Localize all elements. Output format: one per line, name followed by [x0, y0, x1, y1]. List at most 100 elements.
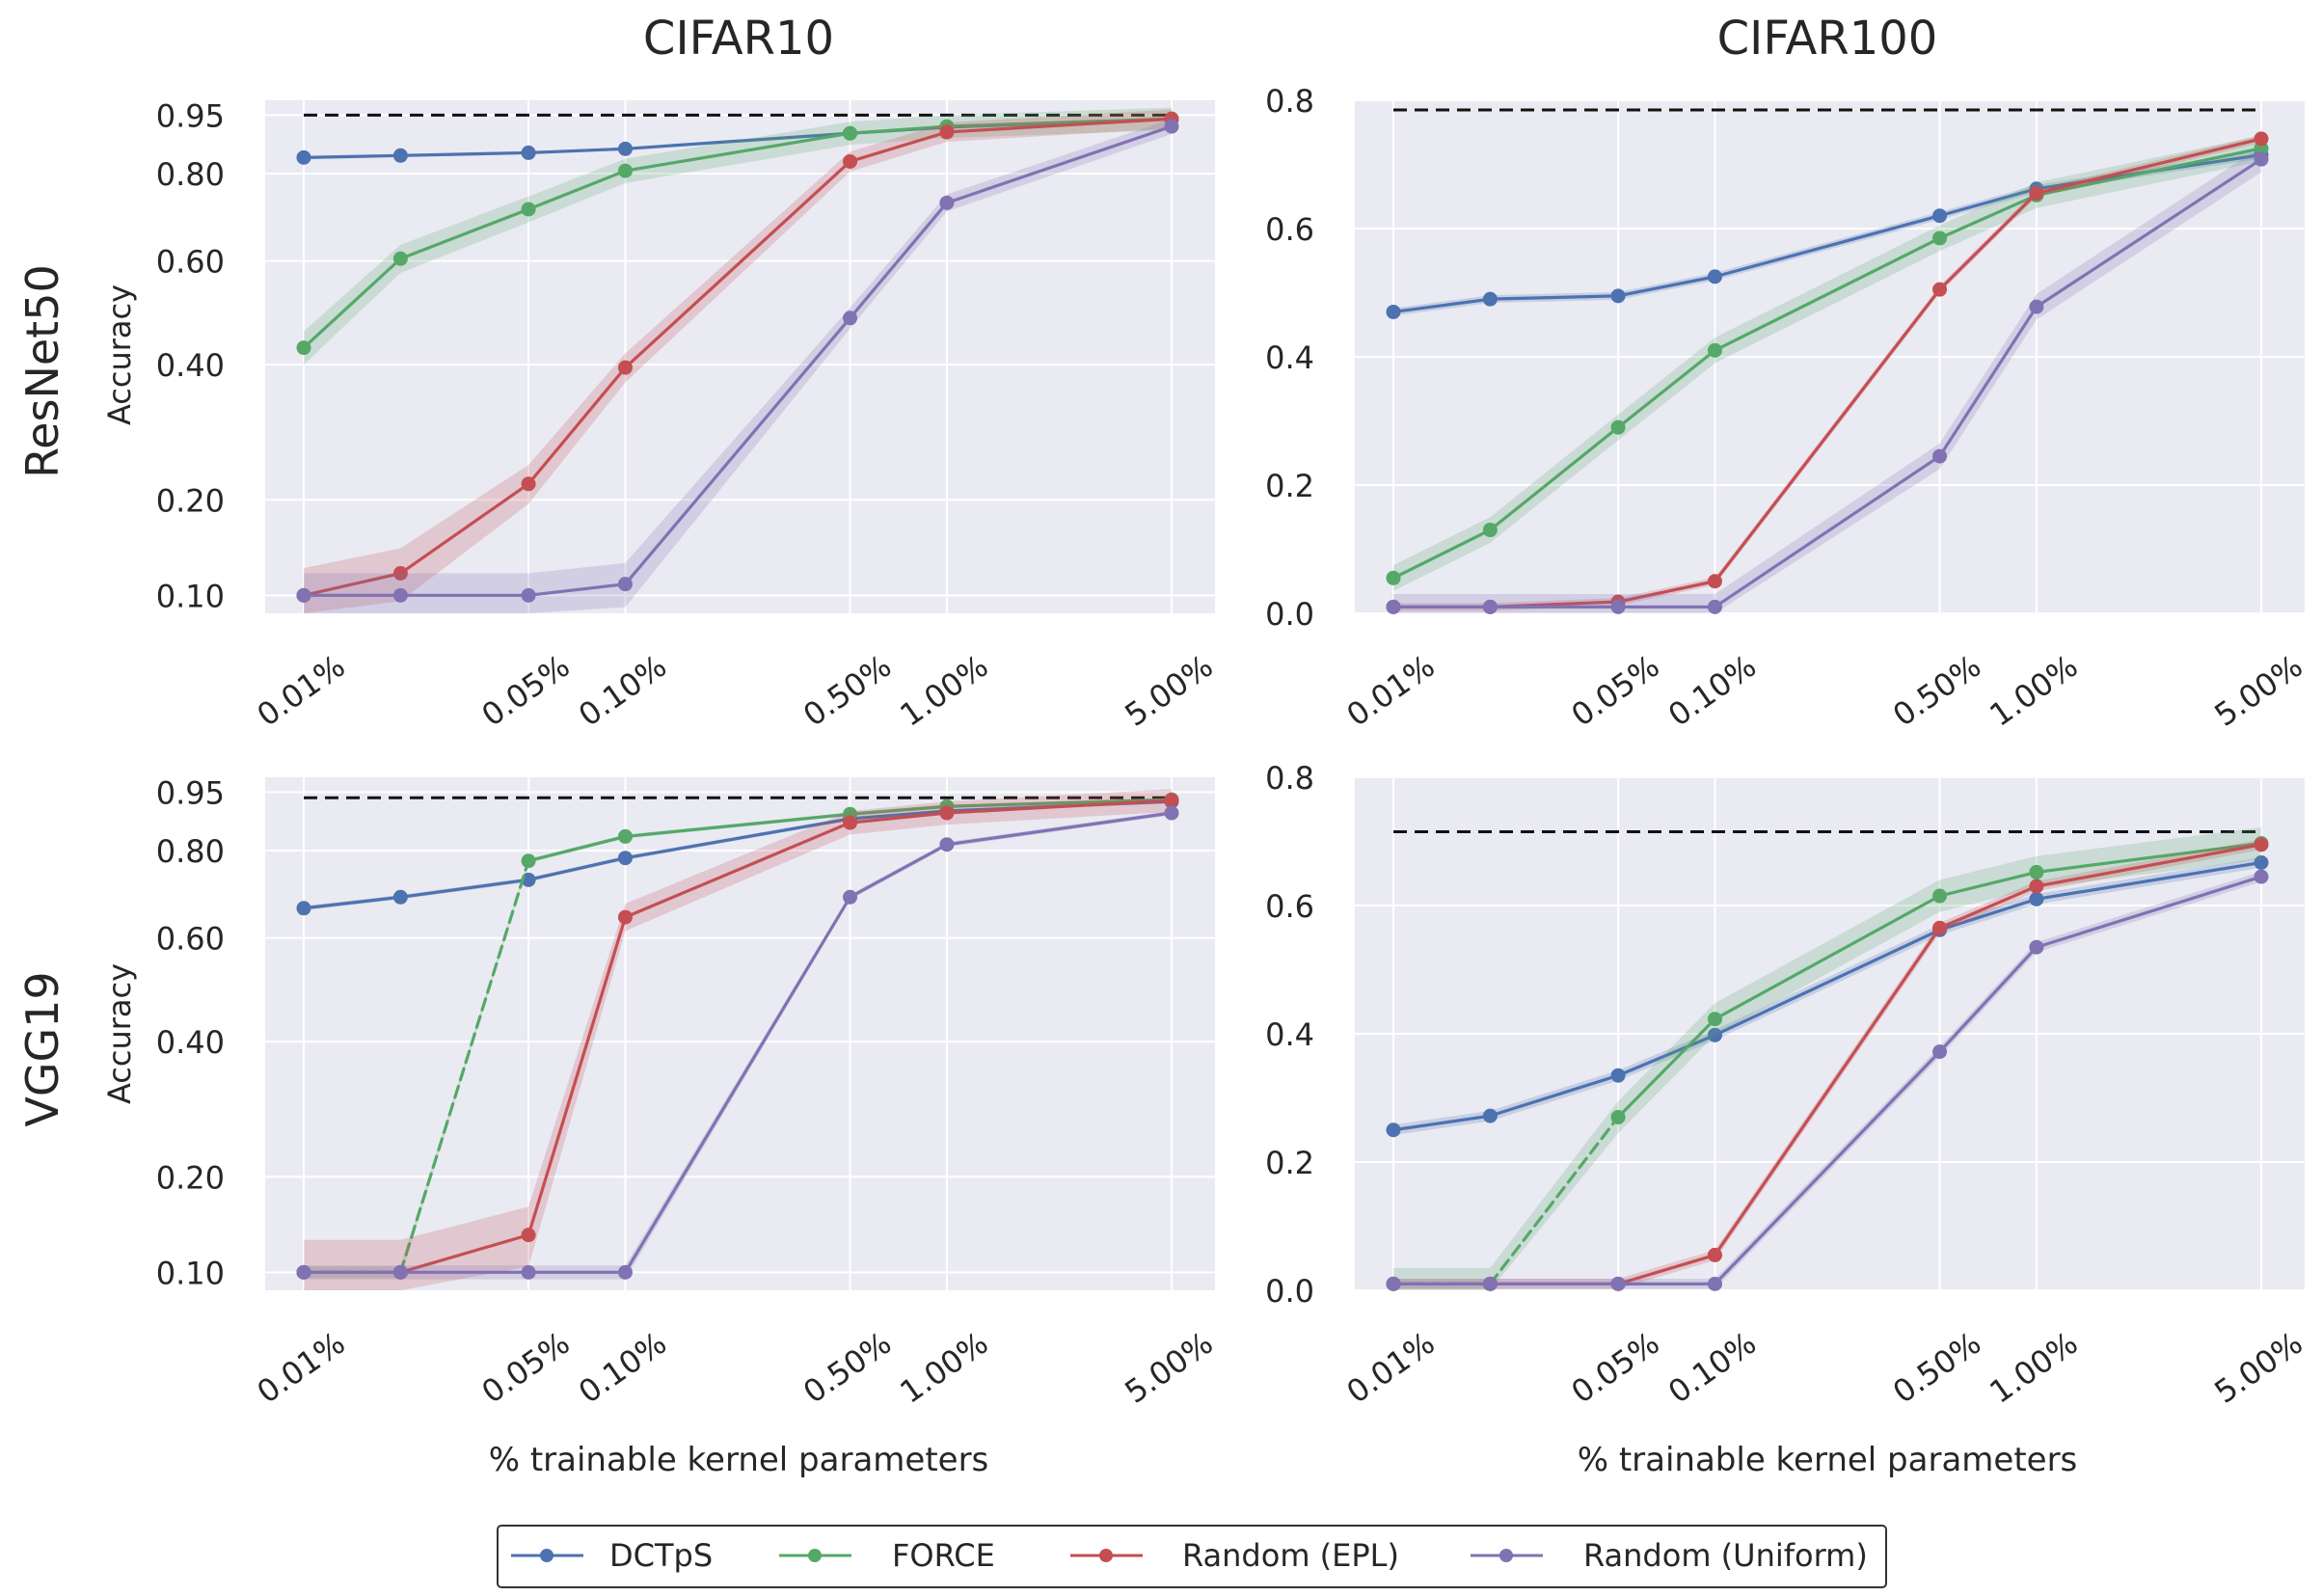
line-segment-dctps [526, 147, 628, 155]
line-segment-random-epl [398, 482, 530, 576]
line-segment-random-epl [526, 365, 628, 486]
point-force [1610, 1109, 1626, 1124]
point-random-epl [1707, 574, 1722, 589]
point-random-epl [1164, 793, 1179, 808]
legend: DCTpS FORCE Random (EPL) Random (Uniform… [497, 1525, 1887, 1588]
y-tick-label: 0.6 [1265, 888, 1314, 925]
y-tick-label: 0.95 [156, 774, 225, 811]
line-segment-dctps [302, 895, 402, 910]
y-tick-label: 0.95 [156, 97, 225, 134]
legend-entry-force: FORCE [779, 1537, 995, 1574]
legend-marker-random-uniform [1499, 1549, 1513, 1562]
point-random-uniform [2029, 939, 2044, 955]
x-tick-label: 5.00% [2208, 1324, 2309, 1410]
line-segment-dctps [623, 817, 852, 860]
point-random-epl [843, 153, 858, 169]
x-tick-label: 0.10% [1661, 647, 1763, 733]
point-random-uniform [843, 311, 858, 326]
line-segment-random-epl [526, 915, 628, 1237]
line-segment-force [1488, 1115, 1620, 1285]
line-segment-random-uniform [526, 582, 628, 597]
y-tick-label: 0.2 [1265, 1145, 1314, 1181]
line-segment-dctps [1937, 897, 2038, 932]
legend-marker-dctps [540, 1549, 554, 1562]
point-random-epl [2254, 837, 2269, 852]
point-random-epl [617, 909, 633, 925]
line-segment-random-epl [848, 130, 949, 164]
line-segment-dctps [1488, 1073, 1620, 1118]
line-segment-random-uniform [848, 201, 949, 320]
x-tick-label: 1.00% [893, 1324, 994, 1410]
point-force [1610, 419, 1626, 435]
legend-marker-force [808, 1549, 822, 1562]
point-random-uniform [392, 587, 408, 603]
series-random-epl [296, 109, 1179, 614]
line-segment-dctps [1616, 1033, 1717, 1077]
band-force [304, 107, 1172, 365]
line-segment-random-epl [1713, 926, 1942, 1258]
line-segment-random-uniform [945, 124, 1174, 204]
panel-resnet50-cifar10: 0.10 0.20 0.40 0.60 0.80 0.95 0.01% 0.05%0.10% 0… [156, 97, 1220, 734]
point-random-epl [939, 124, 955, 140]
line-segment-random-epl [1616, 580, 1717, 604]
line-segment-force [1713, 236, 1942, 352]
line-segment-force [623, 131, 852, 173]
line-segment-force [1488, 425, 1620, 532]
line-segment-random-epl [945, 798, 1174, 815]
point-random-epl [521, 1228, 536, 1243]
point-random-epl [1707, 1247, 1722, 1262]
point-dctps [2029, 891, 2044, 906]
line-segment-force [1391, 527, 1492, 581]
x-tick-label: 0.05% [1565, 647, 1666, 733]
point-dctps [617, 141, 633, 156]
line-segment-force [1713, 894, 1942, 1021]
line-segment-force [526, 834, 628, 863]
point-random-epl [617, 360, 633, 375]
line-segment-dctps [1937, 187, 2038, 218]
line-segment-random-epl [2035, 843, 2263, 888]
point-random-uniform [1932, 1044, 1948, 1060]
point-dctps [392, 889, 408, 905]
point-force [617, 163, 633, 178]
y-tick-label: 0.0 [1265, 1273, 1314, 1310]
point-random-uniform [1164, 805, 1179, 821]
point-dctps [1707, 269, 1722, 284]
y-axis-label-resnet50: Accuracy [101, 284, 138, 425]
plot-background [265, 100, 1215, 613]
y-tick-label: 0.0 [1265, 596, 1314, 633]
panel-vgg19-cifar10: 0.10 0.20 0.40 0.60 0.80 0.95 0.01% 0.05%0.10% 0… [156, 774, 1220, 1411]
line-segment-random-epl [623, 821, 852, 919]
point-dctps [1482, 1108, 1498, 1123]
point-force [521, 202, 536, 217]
band-random-epl [304, 789, 1172, 1290]
line-segment-random-epl [623, 159, 852, 369]
line-segment-force [848, 804, 949, 816]
line-segment-dctps [848, 809, 949, 821]
y-tick-label: 0.2 [1265, 468, 1314, 504]
line-segment-random-uniform [1713, 454, 1942, 609]
x-tick-label: 1.00% [1983, 647, 2084, 733]
line-segment-random-uniform [1937, 945, 2038, 1054]
x-tick-label: 0.05% [475, 647, 577, 733]
x-tick-label: 0.05% [475, 1324, 577, 1410]
series-random-uniform [296, 805, 1179, 1280]
point-random-uniform [296, 1264, 311, 1280]
legend-label-force: FORCE [892, 1537, 995, 1574]
series-dctps [1386, 854, 2269, 1138]
point-force [392, 251, 408, 266]
point-dctps [1707, 1027, 1722, 1042]
y-tick-label: 0.60 [156, 244, 225, 281]
point-dctps [521, 145, 536, 160]
line-segment-force [526, 169, 628, 211]
point-random-uniform [1482, 599, 1498, 614]
legend-label-random-uniform: Random (Uniform) [1583, 1537, 1868, 1574]
line-segment-force [398, 207, 530, 260]
y-tick-label: 0.40 [156, 347, 225, 384]
point-random-uniform [2029, 299, 2044, 314]
x-tick-label: 5.00% [1119, 1324, 1220, 1410]
point-dctps [1610, 288, 1626, 304]
column-title-cifar100: CIFAR100 [1717, 12, 1938, 66]
x-tick-label: 5.00% [1119, 647, 1220, 733]
y-tick-label: 0.8 [1265, 83, 1314, 120]
